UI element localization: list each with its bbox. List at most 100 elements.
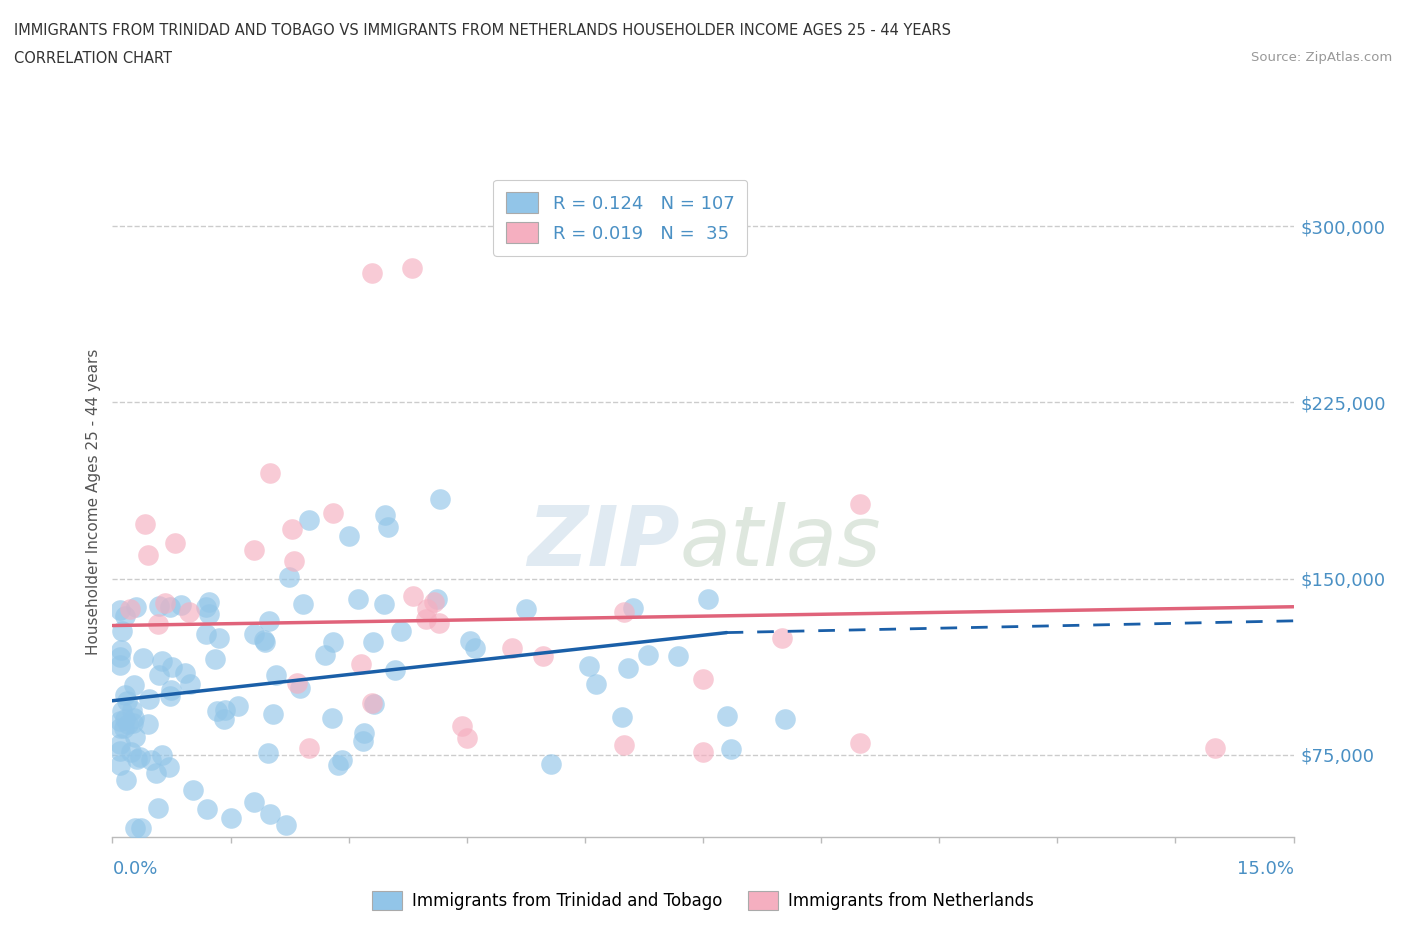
Point [174,666,197,681]
Point [114,711,136,726]
Point [138,548,160,563]
Point [262,707,284,722]
Point [531,649,554,664]
Point [350,657,373,671]
Point [181,783,204,798]
Point [160,683,183,698]
Point [321,711,343,725]
Point [136,717,159,732]
Point [330,752,353,767]
Point [110,658,132,672]
Point [150,654,173,669]
Point [697,591,720,606]
Point [1204,740,1226,755]
Point [849,497,872,512]
Point [122,678,145,693]
Text: 0.0%: 0.0% [112,860,157,878]
Point [373,597,395,612]
Point [195,600,218,615]
Text: IMMIGRANTS FROM TRINIDAD AND TOBAGO VS IMMIGRANTS FROM NETHERLANDS HOUSEHOLDER I: IMMIGRANTS FROM TRINIDAD AND TOBAGO VS I… [14,23,950,38]
Point [145,766,167,781]
Point [127,751,149,766]
Text: CORRELATION CHART: CORRELATION CHART [14,51,172,66]
Point [115,773,138,788]
Point [692,671,714,686]
Point [274,817,297,832]
Point [157,760,180,775]
Point [384,663,406,678]
Point [243,626,266,641]
Point [613,737,636,752]
Point [415,611,437,626]
Point [259,614,281,629]
Text: atlas: atlas [679,502,882,583]
Point [288,681,311,696]
Point [610,710,633,724]
Point [374,508,396,523]
Point [204,652,226,667]
Point [770,631,793,646]
Point [285,675,308,690]
Point [361,696,384,711]
Point [150,748,173,763]
Point [226,698,249,713]
Point [110,721,132,736]
Point [585,676,607,691]
Point [160,659,183,674]
Point [114,687,136,702]
Point [148,617,170,631]
Point [849,736,872,751]
Point [773,711,796,726]
Point [450,718,472,733]
Point [298,512,321,527]
Point [401,261,423,276]
Point [297,741,319,756]
Point [112,721,135,736]
Point [253,632,276,647]
Point [578,658,600,673]
Text: ZIP: ZIP [527,502,679,583]
Text: 15.0%: 15.0% [1236,860,1294,878]
Point [212,711,235,726]
Point [179,604,201,619]
Point [110,758,132,773]
Point [124,820,146,835]
Point [170,598,193,613]
Point [179,676,201,691]
Point [129,820,152,835]
Point [283,553,305,568]
Point [195,802,218,817]
Point [337,529,360,544]
Point [716,709,738,724]
Point [110,713,132,728]
Point [613,604,636,619]
Point [458,633,481,648]
Point [616,660,638,675]
Point [165,536,187,551]
Point [122,711,145,725]
Point [207,631,229,645]
Point [264,668,287,683]
Point [363,635,385,650]
Point [129,750,152,764]
Point [540,756,562,771]
Point [456,731,478,746]
Point [347,591,370,606]
Point [377,520,399,535]
Point [214,702,236,717]
Point [243,543,266,558]
Point [259,465,281,480]
Point [132,650,155,665]
Point [110,650,132,665]
Point [155,596,177,611]
Point [243,794,266,809]
Point [402,588,425,603]
Point [114,608,136,623]
Point [291,597,314,612]
Point [278,569,301,584]
Point [110,744,132,759]
Legend: Immigrants from Trinidad and Tobago, Immigrants from Netherlands: Immigrants from Trinidad and Tobago, Imm… [366,884,1040,917]
Point [515,601,537,616]
Point [148,599,170,614]
Y-axis label: Householder Income Ages 25 - 44 years: Householder Income Ages 25 - 44 years [86,349,101,656]
